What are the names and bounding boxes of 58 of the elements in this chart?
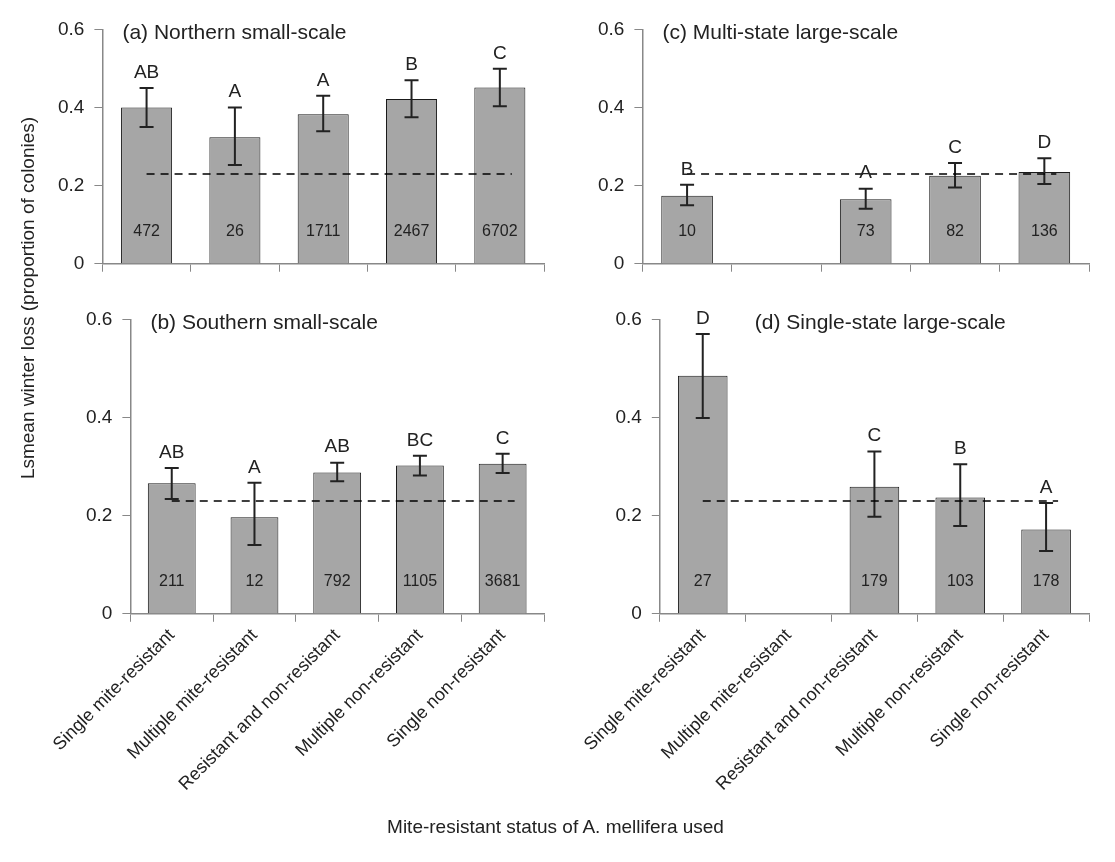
annotation: A bbox=[248, 455, 262, 477]
annotation: 10 bbox=[678, 222, 697, 240]
annotation: 1711 bbox=[306, 222, 341, 240]
annotation: 178 bbox=[1032, 572, 1060, 590]
chart-title: (c) Multi-state large-scale bbox=[662, 20, 899, 44]
annotation: 27 bbox=[693, 572, 712, 590]
annotation: D bbox=[695, 306, 710, 328]
chart-title: (b) Southern small-scale bbox=[150, 310, 378, 334]
y-tick-label: 0.6 bbox=[597, 17, 625, 39]
annotation: 6702 bbox=[482, 222, 518, 240]
y-tick-label: 0.2 bbox=[85, 503, 113, 525]
y-tick-label: 0 bbox=[631, 602, 642, 624]
chart-title: (a) Northern small-scale bbox=[122, 20, 347, 44]
x-axis-title: Mite-resistant status of A. mellifera used bbox=[386, 816, 725, 838]
annotation: AB bbox=[159, 440, 185, 462]
y-tick-label: 0 bbox=[613, 251, 625, 273]
annotation: 3681 bbox=[484, 572, 521, 590]
y-tick-label: 0.6 bbox=[615, 307, 642, 329]
y-tick-label: 0.4 bbox=[615, 405, 643, 427]
annotation: 103 bbox=[946, 572, 974, 590]
y-tick-label: 0 bbox=[101, 602, 113, 624]
annotation: 82 bbox=[946, 222, 965, 240]
y-tick-label: 0 bbox=[73, 251, 85, 273]
y-tick-label: 0.4 bbox=[57, 95, 85, 117]
annotation: BC bbox=[406, 428, 434, 450]
annotation: 472 bbox=[133, 222, 161, 240]
annotation: 12 bbox=[245, 572, 264, 590]
annotation: 2467 bbox=[393, 222, 430, 240]
annotation: 211 bbox=[158, 572, 185, 590]
annotation: 179 bbox=[861, 572, 888, 590]
annotation: 792 bbox=[323, 572, 351, 590]
annotation: B bbox=[680, 157, 694, 179]
annotation: B bbox=[953, 436, 967, 458]
annotation: C bbox=[495, 426, 510, 448]
y-axis-title: Lsmean winter loss (proportion of colonies) bbox=[17, 116, 39, 480]
y-tick-label: 0.2 bbox=[597, 173, 625, 195]
annotation: 73 bbox=[856, 222, 875, 240]
chart-title: (d) Single-state large-scale bbox=[754, 310, 1006, 334]
annotation: A bbox=[859, 161, 873, 183]
annotation: C bbox=[492, 41, 507, 63]
annotation: A bbox=[316, 68, 330, 90]
y-tick-label: 0.6 bbox=[85, 307, 113, 329]
annotation: A bbox=[1039, 475, 1053, 497]
annotation: B bbox=[405, 52, 418, 74]
annotation: AB bbox=[133, 60, 160, 82]
y-tick-label: 0.2 bbox=[57, 173, 85, 195]
annotation: C bbox=[948, 135, 962, 157]
y-tick-label: 0.4 bbox=[85, 405, 113, 427]
y-tick-label: 0.2 bbox=[615, 503, 642, 525]
y-tick-label: 0.4 bbox=[597, 95, 625, 117]
annotation: 26 bbox=[225, 222, 244, 240]
annotation: C bbox=[867, 424, 882, 446]
annotation: A bbox=[228, 80, 242, 102]
annotation: 136 bbox=[1030, 222, 1058, 240]
annotation: AB bbox=[324, 435, 350, 457]
y-tick-label: 0.6 bbox=[57, 17, 85, 39]
annotation: D bbox=[1037, 131, 1052, 153]
annotation: 1105 bbox=[402, 572, 438, 590]
